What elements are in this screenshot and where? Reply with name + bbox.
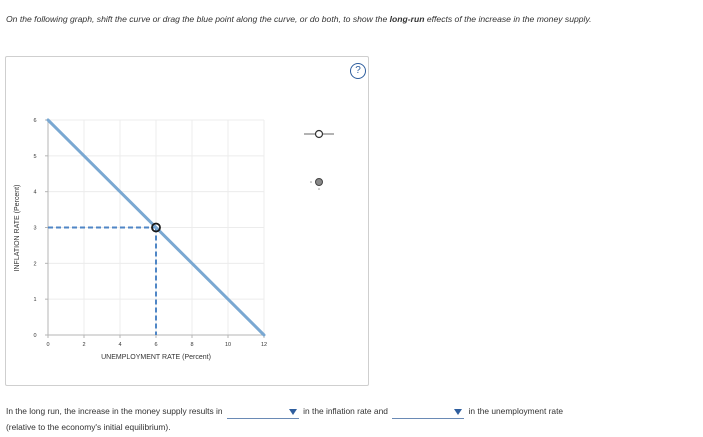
x-tick-label: 12 [261, 342, 267, 348]
instructions-bold: long-run [389, 14, 425, 24]
help-button[interactable]: ? [350, 63, 366, 79]
instructions: On the following graph, shift the curve … [6, 11, 696, 27]
x-tick-label: 10 [225, 342, 231, 348]
x-tick-label: 0 [46, 342, 49, 348]
x-tick-label: 4 [118, 342, 121, 348]
x-tick-label: 6 [154, 342, 157, 348]
y-tick-label: 4 [33, 190, 36, 196]
line-tool-icon[interactable] [304, 129, 334, 139]
x-tick-label: 8 [190, 342, 193, 348]
instructions-text-1: On the following graph, shift the curve … [6, 14, 390, 24]
axes [45, 119, 265, 338]
dropdown-arrow-icon [288, 409, 297, 415]
equilibrium-point[interactable] [151, 222, 161, 233]
inflation-change-dropdown[interactable] [226, 406, 299, 419]
dropdown-arrow-icon [454, 409, 463, 415]
y-axis-label: INFLATION RATE (Percent) [14, 185, 21, 272]
answer-text-1: In the long run, the increase in the mon… [6, 406, 223, 416]
x-tick-label: 2 [82, 342, 85, 348]
graph-panel: ? 0 2 4 6 8 10 12 0 1 2 3 4 5 6 INFLATION RATE (Perce… [5, 56, 369, 386]
y-tick-label: 0 [33, 333, 36, 339]
answer-text-3: in the unemployment rate [468, 406, 564, 416]
answer-text-4: (relative to the economy's initial equil… [6, 422, 171, 432]
unemployment-change-dropdown[interactable] [392, 406, 465, 419]
x-axis-label: UNEMPLOYMENT RATE (Percent) [101, 354, 211, 361]
instructions-text-2: effects of the increase in the money sup… [424, 14, 592, 24]
dashed-guides [48, 226, 157, 335]
y-tick-label: 2 [33, 261, 36, 267]
point-tool-icon[interactable] [310, 178, 323, 190]
y-tick-label: 3 [33, 226, 36, 232]
y-tick-label: 1 [33, 297, 36, 303]
answer-section: In the long run, the increase in the mon… [6, 403, 696, 435]
answer-text-2: in the inflation rate and [303, 406, 388, 416]
y-tick-label: 6 [33, 118, 36, 124]
y-tick-label: 5 [33, 154, 36, 160]
phillips-curve[interactable] [46, 118, 266, 337]
